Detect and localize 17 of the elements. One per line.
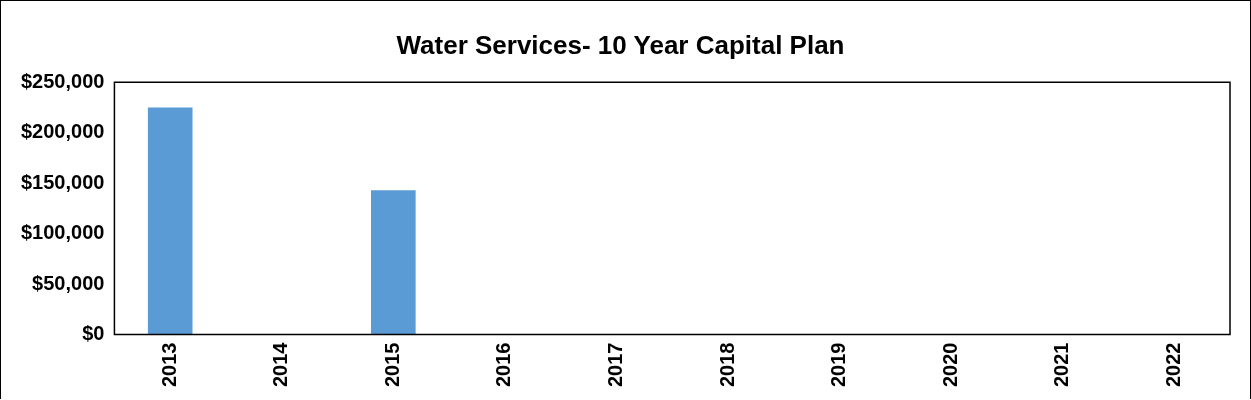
chart-title: Water Services- 10 Year Capital Plan: [396, 29, 845, 60]
x-tick-label: 2018: [715, 342, 738, 388]
y-tick-label: $0: [82, 322, 105, 345]
y-tick-label: $150,000: [21, 170, 105, 193]
x-tick-label: 2017: [603, 342, 626, 388]
x-tick-label: 2021: [1050, 342, 1073, 388]
x-tick-label: 2014: [269, 341, 292, 388]
x-tick-label: 2013: [157, 342, 180, 388]
y-tick-label: $250,000: [21, 69, 105, 92]
y-tick-label: $200,000: [21, 120, 105, 143]
y-tick-label: $50,000: [32, 271, 105, 294]
x-tick-label: 2022: [1161, 342, 1184, 388]
x-tick-label: 2016: [492, 342, 515, 388]
x-tick-label: 2020: [938, 342, 961, 388]
x-tick-label: 2019: [827, 342, 850, 388]
y-tick-label: $100,000: [21, 221, 105, 244]
x-tick-label: 2015: [380, 342, 403, 388]
